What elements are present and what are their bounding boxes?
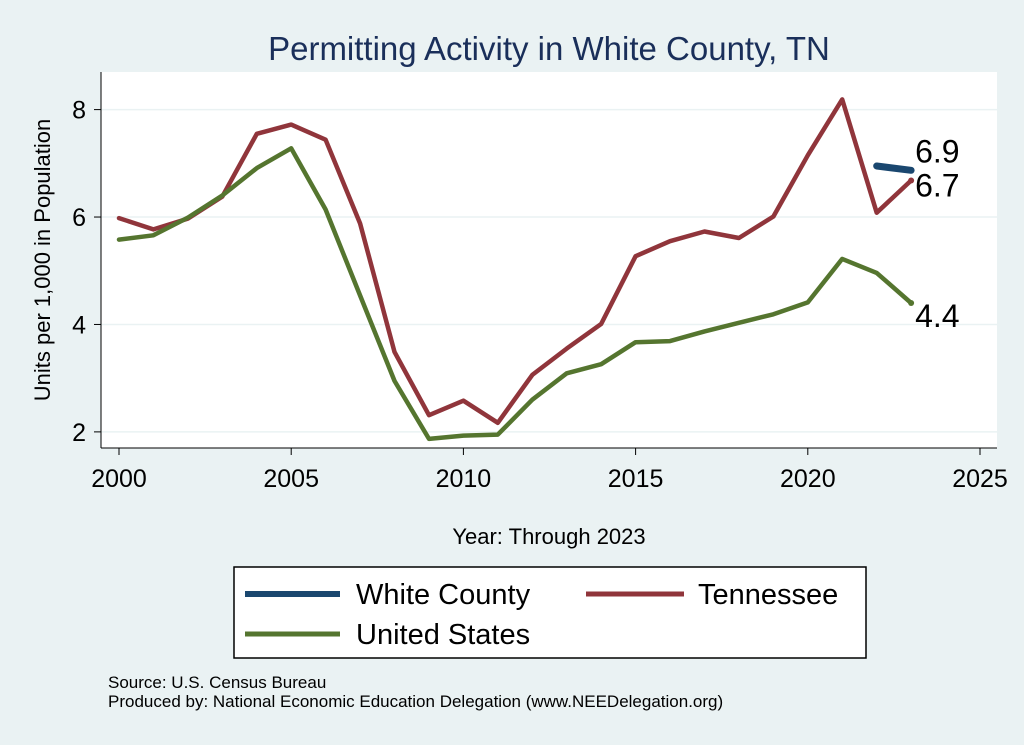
series-line-tennessee xyxy=(116,97,914,426)
y-tick-label-2: 2 xyxy=(72,419,86,447)
series-line-white-county xyxy=(873,162,915,174)
x-tick-label-2015: 2015 xyxy=(608,465,664,493)
legend-label-united-states: United States xyxy=(356,619,530,651)
series-layer xyxy=(116,97,915,442)
legend: White County Tennessee United States xyxy=(233,566,867,659)
legend-box xyxy=(233,566,867,659)
plot-area xyxy=(101,72,997,448)
series-end-point-united-states xyxy=(908,299,915,306)
series-line-united-states xyxy=(116,146,914,442)
end-label-white-county: 6.9 xyxy=(915,133,959,169)
x-axis-label: Year: Through 2023 xyxy=(452,524,645,549)
legend-label-white-county: White County xyxy=(356,579,531,611)
legend-label-tennessee: Tennessee xyxy=(698,579,838,611)
x-tick-label-2005: 2005 xyxy=(263,465,319,493)
y-tick-label-6: 6 xyxy=(72,204,86,232)
x-tick-label-2025: 2025 xyxy=(952,465,1008,493)
series-end-point-white-county xyxy=(908,167,915,174)
end-label-tennessee: 6.7 xyxy=(915,168,959,204)
x-tick-label-2020: 2020 xyxy=(780,465,836,493)
label-layer: 6.96.7 4.4 xyxy=(915,133,959,334)
y-axis-label: Units per 1,000 in Population xyxy=(30,119,55,402)
x-tick-label-2000: 2000 xyxy=(91,465,147,493)
y-tick-label-8: 8 xyxy=(72,97,86,125)
series-end-point-tennessee xyxy=(908,177,915,184)
grid-layer xyxy=(101,108,997,433)
tick-layer: 2 4 6 8 2000 2005 2010 2015 2020 2025 xyxy=(72,97,1008,493)
chart-title: Permitting Activity in White County, TN xyxy=(268,30,830,67)
producer-note: Produced by: National Economic Education… xyxy=(108,692,724,711)
x-tick-label-2010: 2010 xyxy=(436,465,492,493)
end-label-united-states: 4.4 xyxy=(915,298,959,334)
source-note: Source: U.S. Census Bureau xyxy=(108,673,327,692)
y-tick-label-4: 4 xyxy=(72,311,86,339)
